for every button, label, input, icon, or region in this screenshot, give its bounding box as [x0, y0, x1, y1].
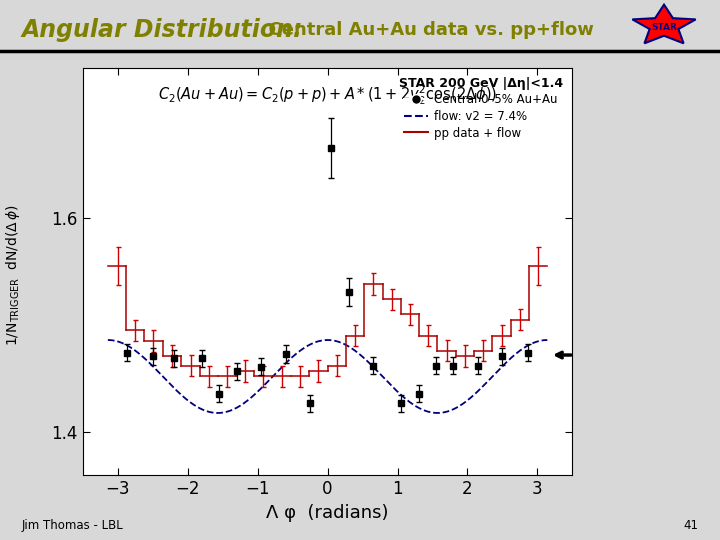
Text: Angular Distribution:: Angular Distribution:	[22, 18, 303, 42]
Text: 41: 41	[683, 519, 698, 532]
Text: 1/N$_{\rm TRIGGER}$  dN/d($\Delta\,\phi$): 1/N$_{\rm TRIGGER}$ dN/d($\Delta\,\phi$)	[4, 205, 22, 346]
Text: STAR: STAR	[651, 23, 677, 31]
Legend: Central 0–5% Au+Au, flow: v2 = 7.4%, pp data + flow: Central 0–5% Au+Au, flow: v2 = 7.4%, pp …	[395, 73, 567, 143]
Text: $C_2(Au+Au) = C_2(p+p) + A*(1+2v_2^2\cos(2\Delta\phi))$: $C_2(Au+Au) = C_2(p+p) + A*(1+2v_2^2\cos…	[158, 84, 497, 107]
X-axis label: Λ φ  (radians): Λ φ (radians)	[266, 504, 389, 522]
Polygon shape	[632, 5, 696, 43]
Text: Central Au+Au data vs. pp+flow: Central Au+Au data vs. pp+flow	[256, 21, 593, 39]
Text: Jim Thomas - LBL: Jim Thomas - LBL	[22, 519, 123, 532]
